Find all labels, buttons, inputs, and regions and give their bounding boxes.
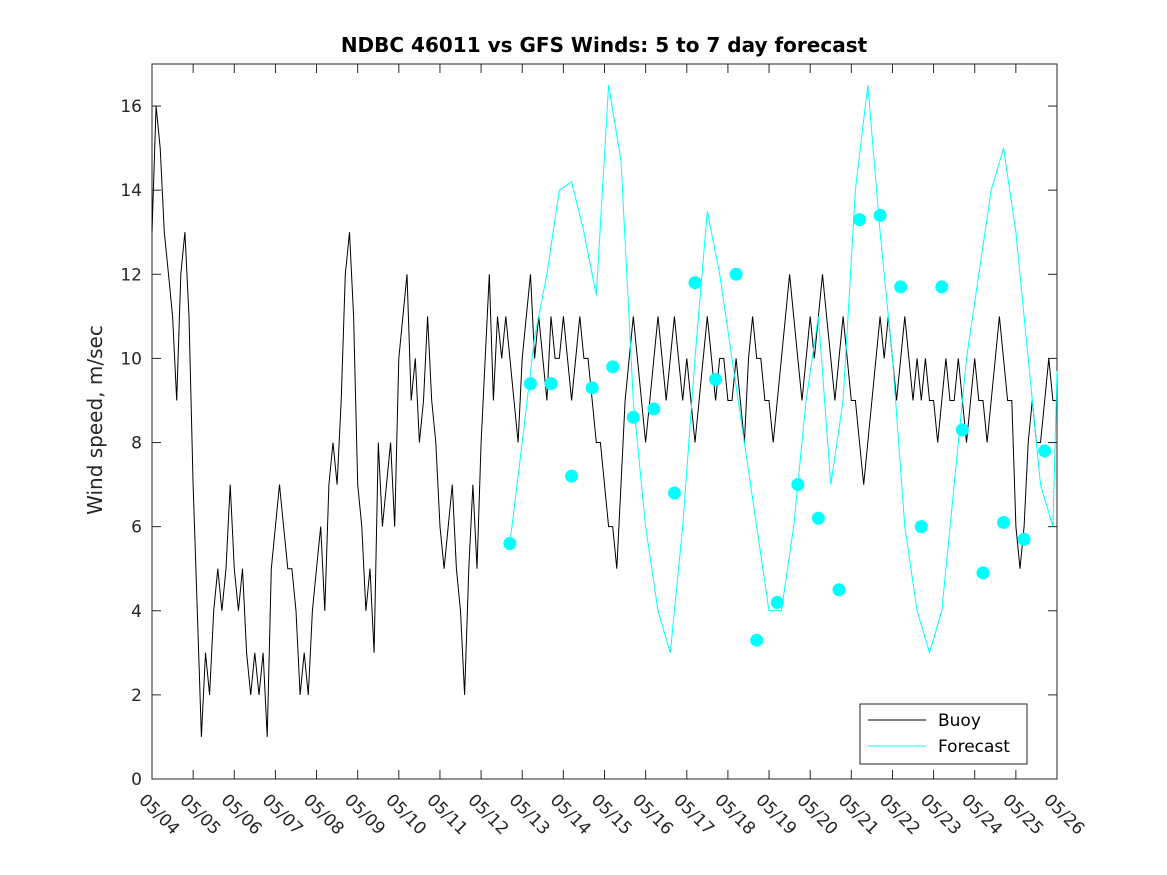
legend-buoy-label: Buoy (938, 711, 981, 731)
forecast-marker (914, 520, 928, 534)
forecast-marker (729, 267, 743, 281)
y-axis: 0 2 4 6 8 10 12 14 16 (120, 97, 1057, 790)
legend: Buoy Forecast (859, 703, 1028, 765)
forecast-marker (523, 377, 537, 391)
forecast-marker (544, 377, 558, 391)
forecast-marker (894, 280, 908, 294)
forecast-marker (873, 208, 887, 222)
legend-forecast-label: Forecast (938, 737, 1010, 757)
forecast-marker (688, 276, 702, 290)
y-tick-label: 16 (120, 97, 142, 117)
forecast-marker (997, 515, 1011, 529)
forecast-markers (503, 208, 1052, 647)
forecast-marker (976, 566, 990, 580)
forecast-marker (626, 410, 640, 424)
forecast-marker (770, 595, 784, 609)
forecast-marker (750, 633, 764, 647)
forecast-marker (853, 213, 867, 227)
chart-title: NDBC 46011 vs GFS Winds: 5 to 7 day fore… (341, 33, 868, 57)
forecast-marker (503, 536, 517, 550)
forecast-marker (811, 511, 825, 525)
plot-frame (151, 63, 1058, 780)
forecast-marker (585, 381, 599, 395)
forecast-marker (791, 478, 805, 492)
forecast-marker (1038, 444, 1052, 458)
forecast-marker (955, 423, 969, 437)
y-tick-label: 12 (120, 265, 142, 285)
y-tick-label: 2 (131, 686, 142, 706)
y-tick-label: 8 (131, 434, 142, 454)
forecast-marker (606, 360, 620, 374)
forecast-series (509, 84, 1058, 655)
buoy-line (151, 106, 1057, 737)
legend-box (859, 703, 1028, 765)
forecast-marker (935, 280, 949, 294)
forecast-marker (667, 486, 681, 500)
forecast-marker (832, 583, 846, 597)
y-axis-label: Wind speed, m/sec (83, 325, 107, 515)
forecast-marker (647, 402, 661, 416)
forecast-marker (1017, 532, 1031, 546)
y-tick-label: 4 (131, 602, 142, 622)
y-tick-label: 14 (120, 181, 142, 201)
plot-area (151, 63, 1058, 780)
y-tick-label: 0 (131, 770, 142, 790)
y-tick-label: 6 (131, 518, 142, 538)
y-tick-label: 10 (120, 349, 142, 369)
forecast-marker (565, 469, 579, 483)
buoy-series (151, 106, 1057, 737)
forecast-marker (709, 372, 723, 386)
forecast-line (509, 84, 1058, 655)
